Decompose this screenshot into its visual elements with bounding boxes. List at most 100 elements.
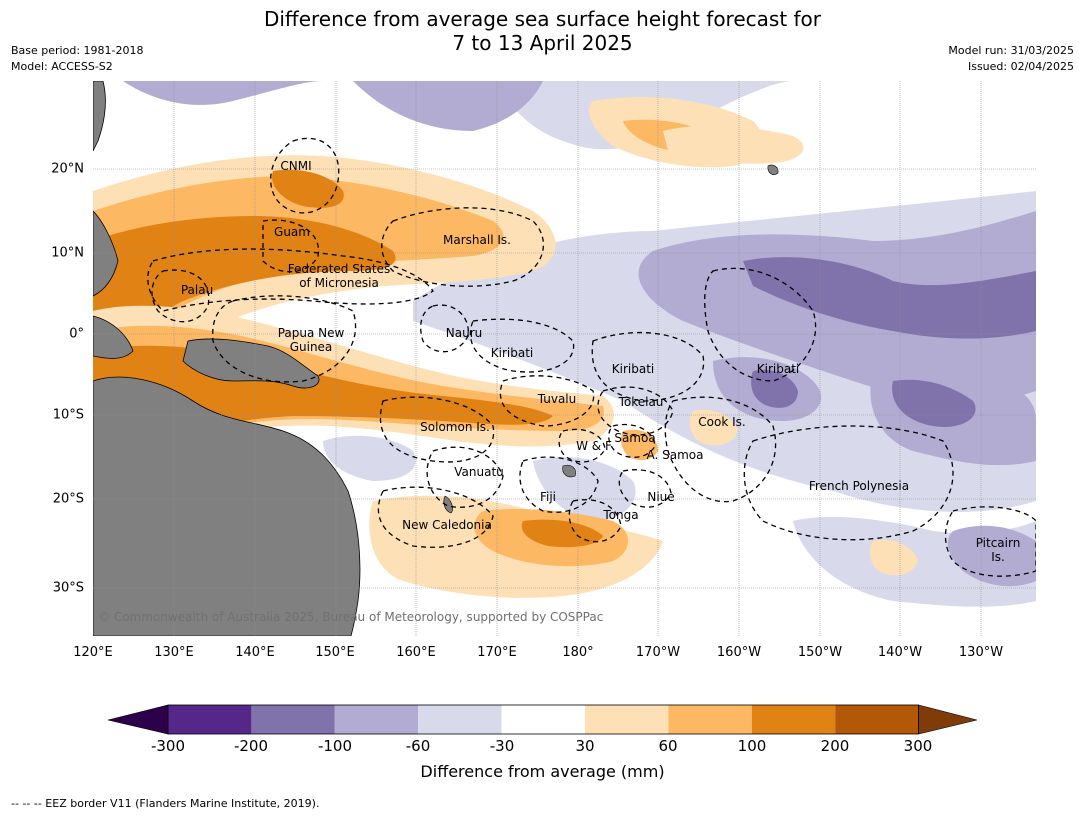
model-run: Model run: 31/03/2025 (948, 44, 1074, 57)
x-tick: 160°E (396, 645, 436, 660)
eez-niue (618, 469, 672, 508)
colorbar-bin (668, 705, 752, 734)
meta-left: Base period: 1981-2018 Model: ACCESS-S2 (11, 43, 143, 75)
hawaii-island (767, 164, 779, 175)
y-tick: 10°S (52, 407, 84, 423)
colorbar-bin (418, 705, 502, 734)
region-label: Pitcairn Is. (975, 536, 1021, 564)
region-label: A. Samoa (646, 448, 704, 462)
anomaly-negative-central-core (751, 369, 798, 408)
anomaly-negative-coral-sea (323, 435, 416, 481)
eez-guam (262, 219, 320, 273)
region-label: Marshall Is. (443, 233, 511, 247)
eez-kiribati-east (704, 267, 817, 382)
region-label: Cook Is. (698, 415, 746, 429)
colorbar-label: 300 (903, 737, 933, 755)
map-canvas (93, 81, 1036, 636)
region-label: W & F (576, 439, 612, 453)
australia-landmass (93, 376, 361, 636)
colorbar-label: -200 (233, 737, 269, 755)
region-label: Samoa (614, 431, 656, 445)
x-tick: 160°W (716, 645, 762, 660)
anomaly-strong-negative-east (743, 257, 1036, 339)
anomaly-strong-positive-tonga (521, 519, 603, 548)
region-label: Vanuatu (454, 465, 504, 479)
eez-new-caledonia (377, 486, 494, 548)
region-label: Tuvalu (537, 392, 577, 406)
region-label: Tonga (603, 508, 639, 522)
region-label: French Polynesia (808, 479, 910, 493)
anomaly-negative-fiji (533, 457, 636, 521)
x-tick: 140°W (877, 645, 923, 660)
eez-borders (147, 137, 1036, 577)
colorbar-label: -30 (489, 737, 515, 755)
y-tick: 10°N (51, 245, 84, 261)
eez-pitcairn (944, 506, 1036, 577)
asia-landmass (93, 81, 106, 152)
x-tick: 170°W (635, 645, 681, 660)
eez-french-polynesia (743, 425, 954, 541)
x-tick: 130°W (958, 645, 1004, 660)
y-tick: 30°S (52, 580, 84, 596)
colorbar-title: Difference from average (mm) (420, 762, 665, 781)
y-tick: 20°S (52, 491, 84, 507)
eez-tokelau (597, 386, 674, 436)
region-label: Guam (274, 225, 310, 239)
eez-nauru (420, 304, 469, 353)
x-tick: 120°E (73, 645, 113, 660)
eez-kiribati-west (469, 318, 575, 373)
land-masses (93, 81, 779, 636)
region-label: Niue (647, 490, 675, 504)
region-label: CNMI (280, 159, 312, 173)
anomaly-positive-hawaii (663, 125, 804, 164)
x-tick: 170°E (477, 645, 517, 660)
philippines-landmass (93, 210, 119, 297)
region-label: Federated States of Micronesia (287, 262, 391, 290)
colorbar-label: 30 (575, 737, 595, 755)
eez-vanuatu (426, 446, 504, 508)
anomaly-positive-wf (620, 429, 658, 461)
anomaly-strong-positive-cnmi (272, 169, 344, 208)
colorbar-label: 100 (737, 737, 767, 755)
colorbar-label: 200 (820, 737, 850, 755)
x-tick: 150°W (797, 645, 843, 660)
region-label: Kiribati (490, 346, 534, 360)
region-label: Tokelau (618, 395, 664, 409)
eez-png (212, 295, 357, 383)
anomaly-shading (93, 81, 1036, 607)
title-line-2: 7 to 13 April 2025 (452, 31, 633, 55)
colorbar-bin (585, 705, 669, 734)
anomaly-positive-samoa (689, 409, 738, 446)
colorbar-bin (835, 705, 919, 734)
y-tick: 0° (69, 326, 84, 342)
eez-marshall (381, 207, 544, 287)
region-label: Kiribati (611, 362, 655, 376)
region-label: Palau (180, 283, 214, 297)
colorbar-label: -300 (150, 737, 186, 755)
x-tick: 130°E (154, 645, 194, 660)
anomaly-negative-north-b (353, 81, 543, 131)
eez-micronesia (147, 248, 434, 312)
fiji-island (562, 464, 576, 478)
map-panel (93, 81, 1036, 636)
anomaly-strong-positive-west (93, 216, 396, 371)
region-label: Papua New Guinea (277, 326, 345, 354)
colorbar-label: 60 (658, 737, 678, 755)
title-line-1: Difference from average sea surface heig… (263, 7, 822, 31)
colorbar-extend-min (107, 704, 169, 735)
region-label: Solomon Is. (420, 420, 490, 434)
colorbar-bin (334, 705, 419, 734)
eez-samoa (608, 423, 656, 458)
eez-cook (664, 396, 777, 503)
graticule (93, 81, 1036, 636)
eez-cnmi (270, 137, 340, 214)
eez-kiribati-central (591, 332, 705, 402)
copyright-notice: © Commonwealth of Australia 2025, Bureau… (98, 610, 604, 624)
anomaly-negative-far-south (947, 525, 1036, 587)
region-label: Fiji (539, 490, 557, 504)
model-name: Model: ACCESS-S2 (11, 60, 113, 73)
colorbar-bin (751, 705, 836, 734)
meta-right: Model run: 31/03/2025 Issued: 02/04/2025 (948, 43, 1074, 75)
new-guinea-landmass (182, 338, 320, 389)
eez-legend-note: -- -- -- EEZ border V11 (Flanders Marine… (11, 797, 320, 810)
